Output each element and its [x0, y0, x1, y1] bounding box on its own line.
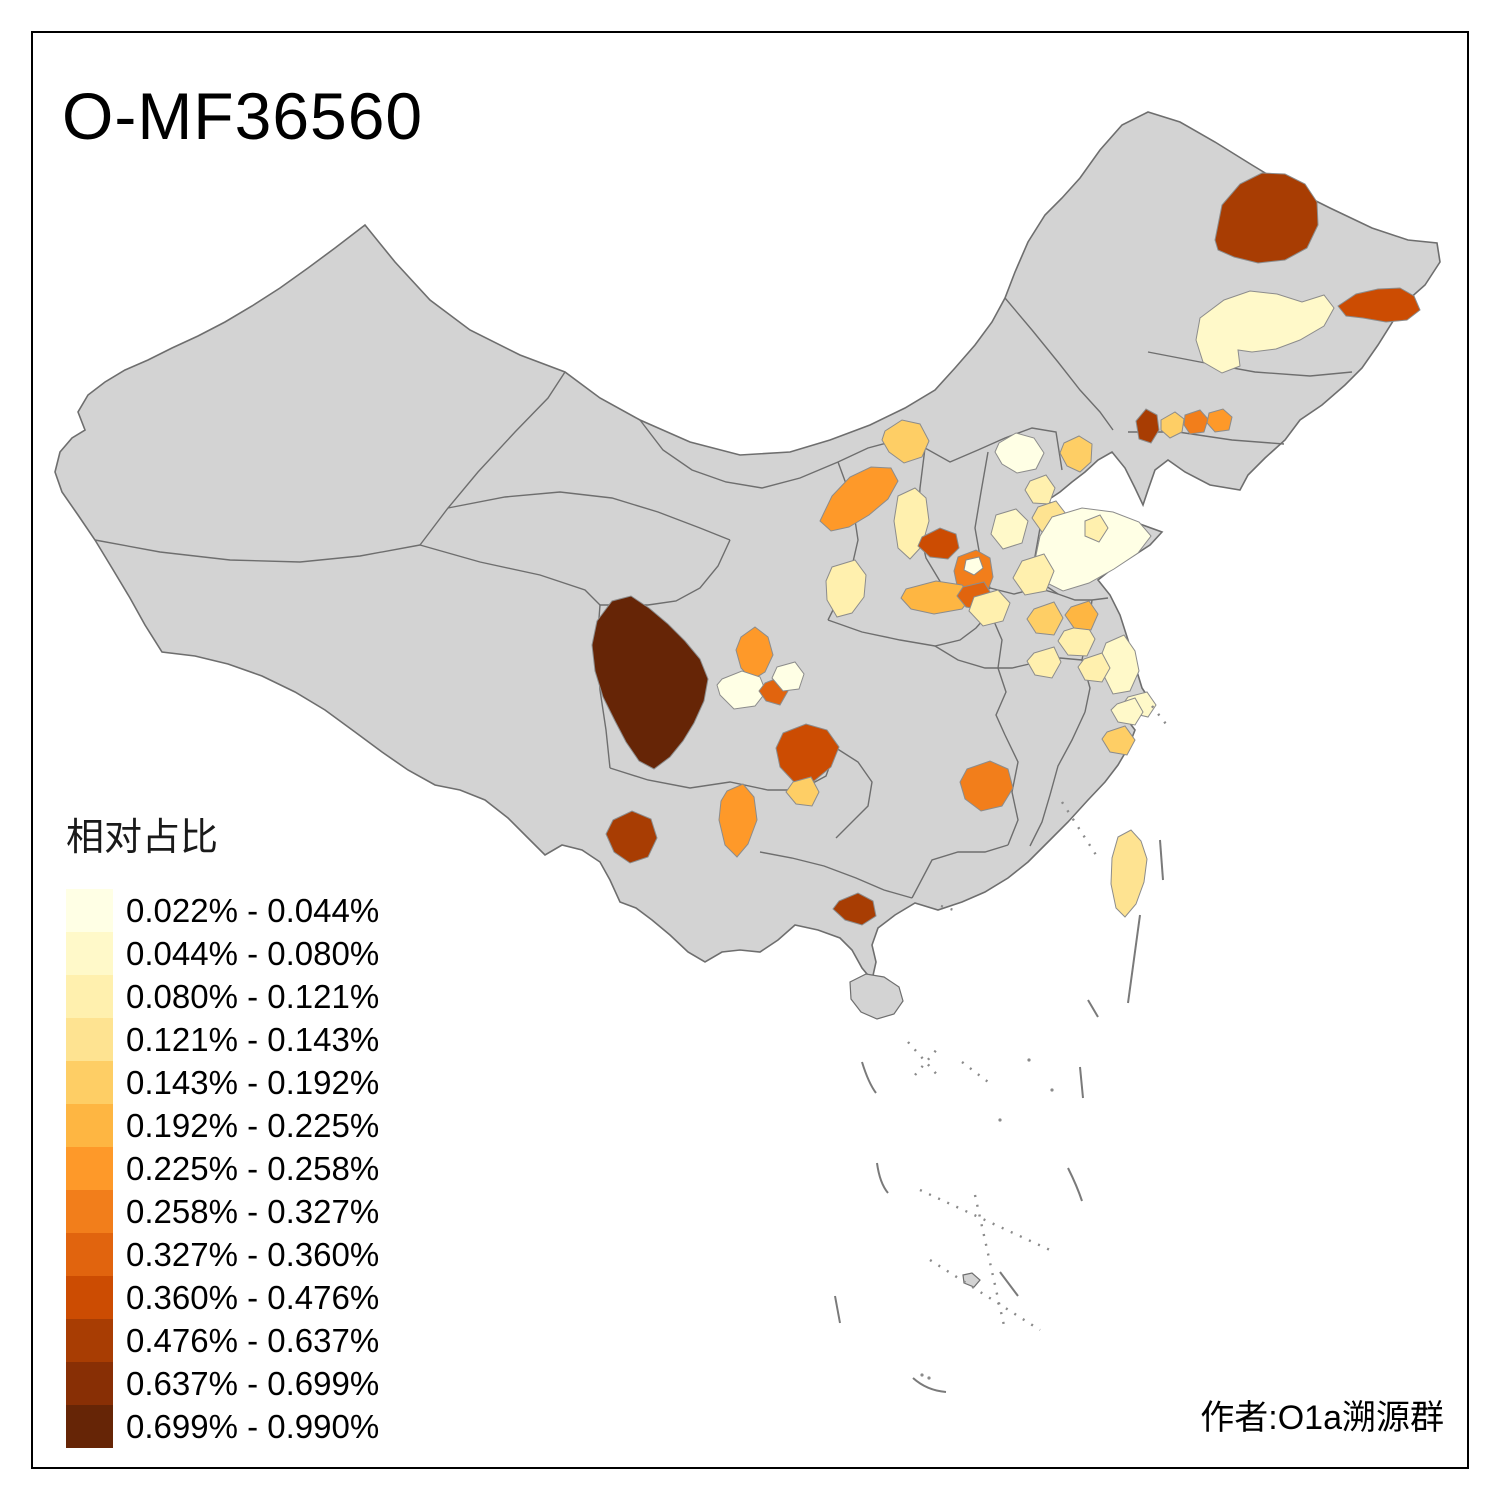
legend-row: 0.327% - 0.360% [66, 1233, 379, 1276]
map-region [716, 670, 767, 710]
islands [849, 973, 981, 1288]
map-region [1160, 411, 1185, 439]
legend-row: 0.225% - 0.258% [66, 1147, 379, 1190]
map-region [591, 595, 709, 770]
legend-label: 0.044% - 0.080% [126, 934, 380, 972]
legend-label: 0.022% - 0.044% [126, 891, 380, 929]
map-region [1214, 172, 1319, 264]
legend-row: 0.699% - 0.990% [66, 1405, 379, 1448]
legend-label: 0.637% - 0.699% [126, 1364, 380, 1402]
map-region [1183, 409, 1209, 435]
legend-swatch [66, 1233, 113, 1276]
map-region [1195, 290, 1335, 374]
legend-swatch [66, 1104, 113, 1147]
legend-row: 0.476% - 0.637% [66, 1319, 379, 1362]
legend-label: 0.121% - 0.143% [126, 1020, 380, 1058]
legend-swatch [66, 1190, 113, 1233]
choropleth-regions [591, 172, 1421, 926]
map-region [785, 776, 820, 807]
legend-swatch [66, 1405, 113, 1448]
legend-swatch [66, 1018, 113, 1061]
map-region [771, 661, 805, 692]
legend-row: 0.080% - 0.121% [66, 975, 379, 1018]
map-region [990, 508, 1029, 550]
map-region [825, 559, 867, 618]
map-region [968, 589, 1011, 627]
map-region [881, 419, 930, 464]
legend-row: 0.022% - 0.044% [66, 889, 379, 932]
map-region [1110, 829, 1148, 918]
map-region [605, 810, 658, 864]
legend-label: 0.143% - 0.192% [126, 1063, 380, 1101]
map-region [1026, 601, 1064, 636]
legend-swatch [66, 1276, 113, 1319]
legend-label: 0.192% - 0.225% [126, 1106, 380, 1144]
map-region [917, 527, 960, 560]
legend-swatch [66, 1061, 113, 1104]
legend-swatch [66, 889, 113, 932]
legend-label: 0.080% - 0.121% [126, 977, 380, 1015]
map-region [718, 783, 758, 858]
map-region [1064, 600, 1099, 631]
map-region [775, 723, 840, 783]
map-region [1101, 725, 1136, 756]
hainan-island [849, 973, 904, 1020]
small-island [962, 1272, 981, 1288]
legend-label: 0.327% - 0.360% [126, 1235, 380, 1273]
map-region [959, 760, 1014, 812]
page-title: O-MF36560 [62, 79, 424, 153]
legend-row: 0.044% - 0.080% [66, 932, 379, 975]
map-region [1026, 646, 1062, 679]
map-region [994, 432, 1045, 474]
legend-swatch [66, 1319, 113, 1362]
map-region [735, 626, 774, 681]
legend-row: 0.360% - 0.476% [66, 1276, 379, 1319]
legend-label: 0.225% - 0.258% [126, 1149, 380, 1187]
legend-title: 相对占比 [66, 817, 219, 859]
map-region [1337, 287, 1421, 323]
map-region [900, 580, 973, 615]
legend-label: 0.360% - 0.476% [126, 1278, 380, 1316]
map-region [1059, 435, 1093, 473]
legend: 相对占比 0.022% - 0.044% 0.044% - 0.080% 0.080… [66, 806, 379, 1448]
map-region [1012, 553, 1055, 596]
legend-swatch [66, 1362, 113, 1405]
legend-swatch [66, 932, 113, 975]
legend-row: 0.121% - 0.143% [66, 1018, 379, 1061]
map-region [1110, 697, 1144, 726]
map-region [819, 466, 899, 532]
map-region [963, 556, 984, 576]
map-region [1077, 652, 1111, 683]
attribution-text: 作者:O1a溯源群 [1200, 1399, 1444, 1437]
sea-dashes [834, 705, 1167, 1393]
legend-label: 0.258% - 0.327% [126, 1192, 380, 1230]
legend-row: 0.143% - 0.192% [66, 1061, 379, 1104]
legend-label: 0.476% - 0.637% [126, 1321, 380, 1359]
legend-swatch [66, 1147, 113, 1190]
legend-rows: 0.022% - 0.044% 0.044% - 0.080% 0.080% - 0… [66, 889, 379, 1448]
map-region [1135, 408, 1160, 444]
legend-label: 0.699% - 0.990% [126, 1407, 380, 1445]
legend-row: 0.258% - 0.327% [66, 1190, 379, 1233]
map-region [1084, 514, 1109, 543]
map-region [1206, 408, 1233, 433]
legend-swatch [66, 975, 113, 1018]
legend-row: 0.192% - 0.225% [66, 1104, 379, 1147]
map-region [832, 892, 877, 926]
legend-row: 0.637% - 0.699% [66, 1362, 379, 1405]
